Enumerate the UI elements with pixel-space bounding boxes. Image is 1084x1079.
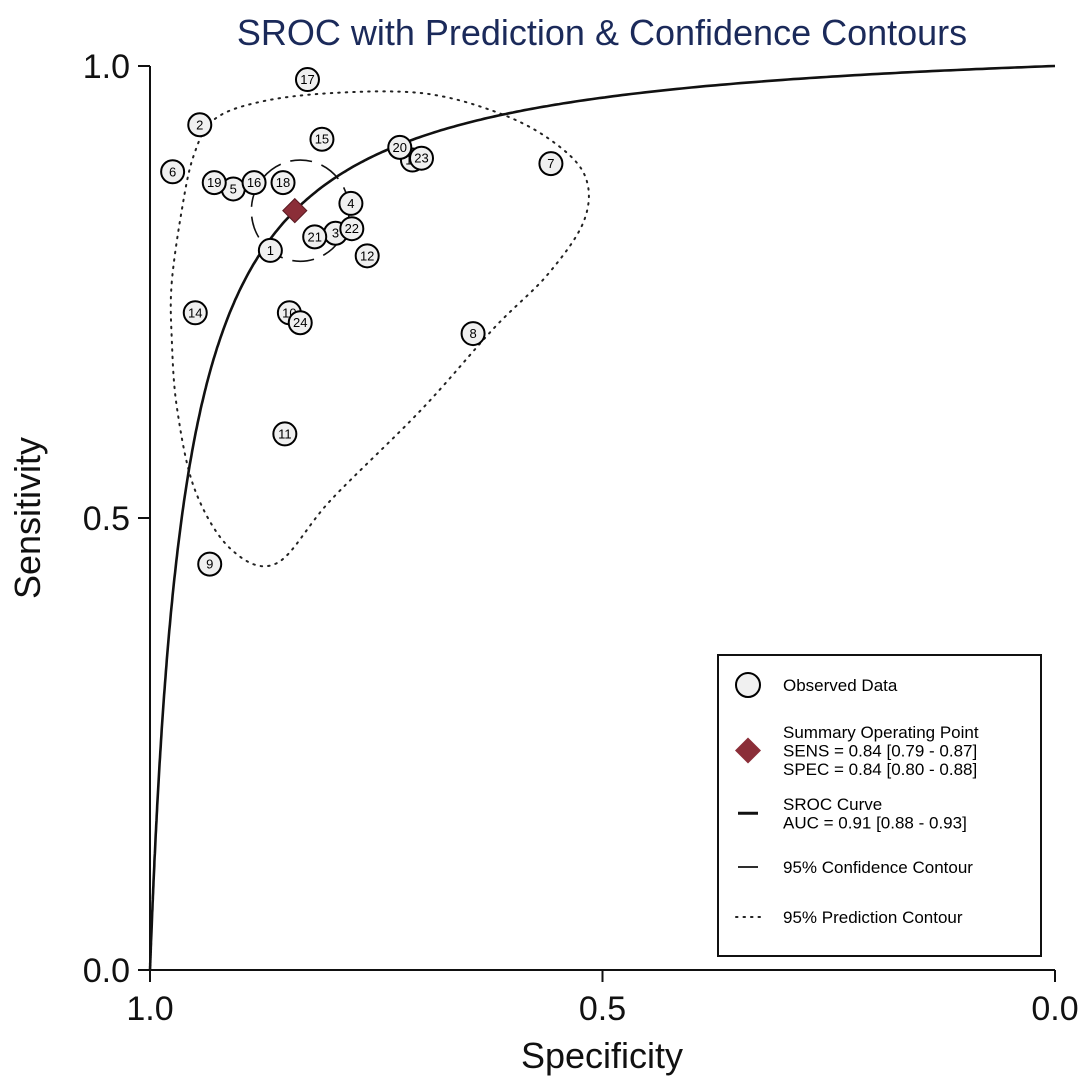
study-marker [160,159,186,185]
axes-layer: 0.0 0.5 1.0 1.0 0.5 0.0 [83,48,1079,1028]
study-marker [241,170,267,196]
study-label: 18 [276,175,290,190]
y-axis-label: Sensitivity [7,437,48,599]
study-point-18: 18 [270,170,296,196]
y-tick-label: 0.0 [83,952,130,990]
legend-text: SPEC = 0.84 [0.80 - 0.88] [783,760,977,779]
study-label: 2 [196,117,203,132]
legend-text: AUC = 0.91 [0.88 - 0.93] [783,814,967,833]
contours-layer [169,90,590,568]
y-tick-label: 1.0 [83,48,130,86]
study-point-17: 17 [294,67,320,93]
study-marker [201,170,227,196]
legend-text: 95% Confidence Contour [783,858,973,877]
study-marker [354,243,380,269]
study-label: 21 [307,229,321,244]
study-point-11: 11 [272,421,298,447]
study-marker [187,112,213,138]
study-label: 7 [547,156,554,171]
study-label: 24 [293,315,307,330]
summary-operating-point [282,197,308,224]
legend-text: Summary Operating Point [783,723,979,742]
study-marker [309,126,335,152]
study-label: 3 [332,226,339,241]
study-marker [270,170,296,196]
study-point-1: 1 [257,237,283,263]
legend-text: Observed Data [783,676,898,695]
study-label: 16 [247,175,261,190]
study-point-14: 14 [182,300,208,326]
study-label: 19 [207,175,221,190]
legend-symbol-summary [735,737,761,764]
study-marker [197,551,223,577]
x-axis-label: Specificity [521,1035,683,1076]
study-point-15: 15 [309,126,335,152]
study-marker [538,151,564,177]
legend-text: SROC Curve [783,795,882,814]
study-marker [257,237,283,263]
legend-item-prediction: 95% Prediction Contour [735,908,963,927]
legend-text: 95% Prediction Contour [783,908,963,927]
study-label: 17 [300,72,314,87]
prediction-contour [169,90,590,568]
legend-text: SENS = 0.84 [0.79 - 0.87] [783,742,977,761]
study-label: 14 [188,305,202,320]
legend-symbol-observed [735,672,761,698]
x-tick-label: 0.0 [1031,990,1078,1028]
study-marker [294,67,320,93]
study-point-4: 4 [338,190,364,216]
study-point-2: 2 [187,112,213,138]
study-marker [182,300,208,326]
y-tick-label: 0.5 [83,500,130,538]
study-point-20: 20 [387,134,413,160]
study-point-21: 21 [302,224,328,250]
study-point-24: 24 [287,310,313,336]
study-label: 22 [345,221,359,236]
x-tick-label: 1.0 [126,990,173,1028]
study-point-6: 6 [160,159,186,185]
study-label: 5 [230,181,237,196]
study-label: 8 [469,326,476,341]
legend: Observed Data Summary Operating PointSENS… [717,654,1042,957]
study-marker [287,310,313,336]
study-point-9: 9 [197,551,223,577]
study-marker [272,421,298,447]
study-label: 23 [414,151,428,166]
study-label: 1 [267,243,274,258]
study-label: 20 [393,140,407,155]
study-point-12: 12 [354,243,380,269]
study-marker [460,321,486,347]
study-point-7: 7 [538,151,564,177]
study-label: 15 [315,132,329,147]
study-marker [302,224,328,250]
study-point-8: 8 [460,321,486,347]
study-label: 4 [347,196,354,211]
study-point-16: 16 [241,170,267,196]
study-label: 6 [169,164,176,179]
study-marker [387,134,413,160]
study-marker [339,216,365,242]
study-label: 11 [278,426,292,441]
study-label: 9 [206,557,213,572]
study-point-23: 23 [409,145,434,171]
study-marker [409,145,434,171]
study-marker [338,190,364,216]
x-tick-label: 0.5 [579,990,626,1028]
confidence-contour [250,159,350,263]
legend-item-confidence: 95% Confidence Contour [738,858,973,877]
study-point-19: 19 [201,170,227,196]
legend-item-observed: Observed Data [735,672,898,698]
study-point-22: 22 [339,216,365,242]
study-points-layer: 123456789101112131415161718192021222324 [160,67,564,577]
chart-title: SROC with Prediction & Confidence Contou… [237,12,967,53]
legend-box [717,654,1042,957]
study-label: 12 [360,248,374,263]
